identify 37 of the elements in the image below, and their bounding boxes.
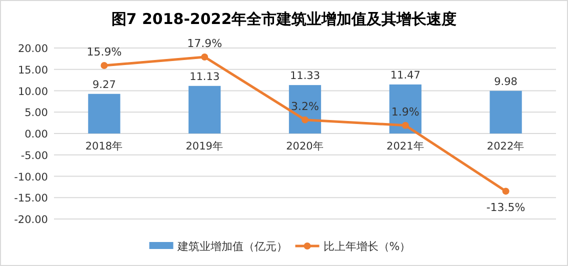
- point: [302, 116, 308, 124]
- y-tick-label: -15.00: [14, 192, 48, 205]
- y-tick-label: -20.00: [14, 214, 48, 226]
- y-tick-label: -10.00: [14, 171, 48, 184]
- data-label: 15.9%: [86, 46, 122, 59]
- point: [402, 122, 409, 129]
- data-label: 9.98: [494, 76, 518, 88]
- x-tick-label: 2020年: [286, 140, 324, 152]
- bar: [490, 90, 522, 134]
- point: [502, 188, 510, 195]
- data-label: 11.47: [390, 69, 420, 82]
- legend-label: 建筑业增加值（亿元）: [176, 240, 288, 253]
- chart-title: 图7 2018-2022年全市建筑业增加值及其增长速度: [111, 10, 457, 28]
- y-tick-label: 15.00: [18, 64, 48, 76]
- data-label: 17.9%: [187, 36, 222, 50]
- point: [100, 62, 108, 70]
- point: [201, 53, 208, 60]
- bar: [288, 85, 322, 134]
- bar: [188, 86, 221, 134]
- y-tick-label: 10.00: [18, 86, 48, 98]
- data-label: 3.2%: [291, 100, 319, 113]
- data-label: 11.33: [290, 70, 320, 82]
- x-tick-label: 2022年: [486, 140, 525, 152]
- data-label: 9.27: [92, 78, 116, 91]
- bar: [88, 94, 120, 134]
- x-tick-label: 2019年: [186, 140, 224, 152]
- data-label: -13.5%: [486, 201, 526, 214]
- data-label: 11.13: [190, 70, 220, 83]
- y-tick-label: 20.00: [18, 43, 48, 55]
- x-tick-label: 2021年: [386, 140, 424, 152]
- y-tick-label: 5.00: [24, 107, 48, 120]
- legend-label: 比上年增长（%）: [323, 240, 411, 253]
- data-label: 1.9%: [391, 105, 420, 118]
- y-tick-label: -5.00: [20, 150, 48, 162]
- y-tick-label: 0.00: [24, 128, 48, 140]
- bar: [389, 84, 422, 134]
- x-tick-label: 2018年: [85, 140, 124, 152]
